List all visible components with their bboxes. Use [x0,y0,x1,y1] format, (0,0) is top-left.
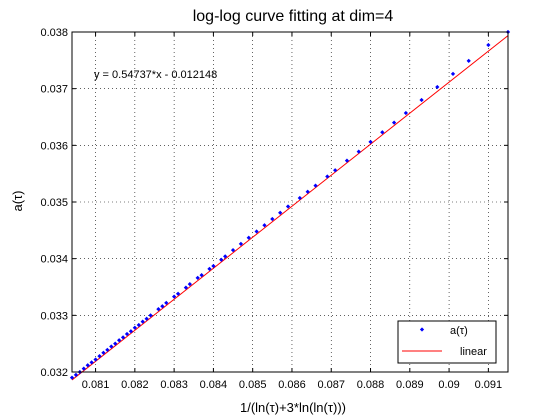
legend: a(τ) linear [397,320,497,364]
data-point [199,272,204,278]
x-tick-label: 0.088 [357,379,385,391]
data-point [219,257,224,262]
x-tick-label: 0.091 [475,379,503,391]
data-point [175,291,181,296]
legend-label-a-tau: a(τ) [450,325,468,337]
legend-box [397,320,497,364]
y-tick-label: 0.038 [40,27,68,39]
legend-marker-a-tau [419,327,425,332]
x-tick-label: 0.085 [239,379,267,391]
data-point [368,139,373,145]
data-point [305,189,310,194]
y-tick-label: 0.035 [40,197,68,209]
ticks: 0.081 0.082 0.083 0.084 0.085 0.086 0.087 0.088… [40,27,508,391]
data-point [262,223,267,228]
fit-equation: y = 0.54737*x - 0.012148 [94,69,217,81]
data-point [144,316,149,321]
x-tick-label: 0.089 [396,379,424,391]
data-point [156,306,161,312]
data-point [356,149,361,154]
data-point [278,210,283,215]
data-point [136,322,141,328]
legend-label-linear: linear [460,346,487,358]
data-point [223,254,228,259]
y-tick-label: 0.034 [40,254,68,266]
data-point [172,294,177,299]
data-point [140,319,145,324]
data-point [132,325,137,330]
data-point [285,204,291,209]
y-axis-label: a(τ) [10,190,25,211]
data-point [128,329,134,334]
x-axis-label: 1/(ln(τ)+3*ln(ln(τ))) [240,400,346,415]
x-tick-label: 0.081 [82,379,110,391]
x-tick-label: 0.083 [160,379,188,391]
x-tick-label: 0.082 [121,379,149,391]
plot-frame [71,31,509,373]
x-tick-label: 0.087 [317,379,345,391]
data-point [313,183,318,188]
x-tick-label: 0.084 [200,379,228,391]
data-point [164,300,169,305]
chart-title: log-log curve fitting at dim=4 [193,8,394,25]
data-point [160,304,165,309]
data-point [183,285,189,290]
data-point [230,248,236,253]
plot-area: 0.081 0.082 0.083 0.084 0.085 0.086 0.087 0.088… [40,27,511,391]
data-point [195,275,200,281]
x-tick-label: 0.086 [278,379,306,391]
data-point [187,282,192,287]
series-line-linear [71,35,509,381]
y-tick-label: 0.037 [40,84,68,96]
data-point [270,216,275,222]
data-point [325,174,330,179]
y-tick-label: 0.036 [40,140,68,152]
data-point [211,263,216,269]
data-point [254,229,259,234]
data-point [207,266,212,271]
data-point [246,235,251,240]
data-point [238,241,244,247]
x-tick-label: 0.09 [438,379,459,391]
data-point [380,130,385,135]
y-tick-label: 0.032 [40,367,68,379]
data-point [333,168,338,173]
y-tick-label: 0.033 [40,310,68,322]
series-layer [69,29,511,381]
data-point [148,313,153,318]
data-point [297,195,302,201]
data-point [344,158,350,163]
